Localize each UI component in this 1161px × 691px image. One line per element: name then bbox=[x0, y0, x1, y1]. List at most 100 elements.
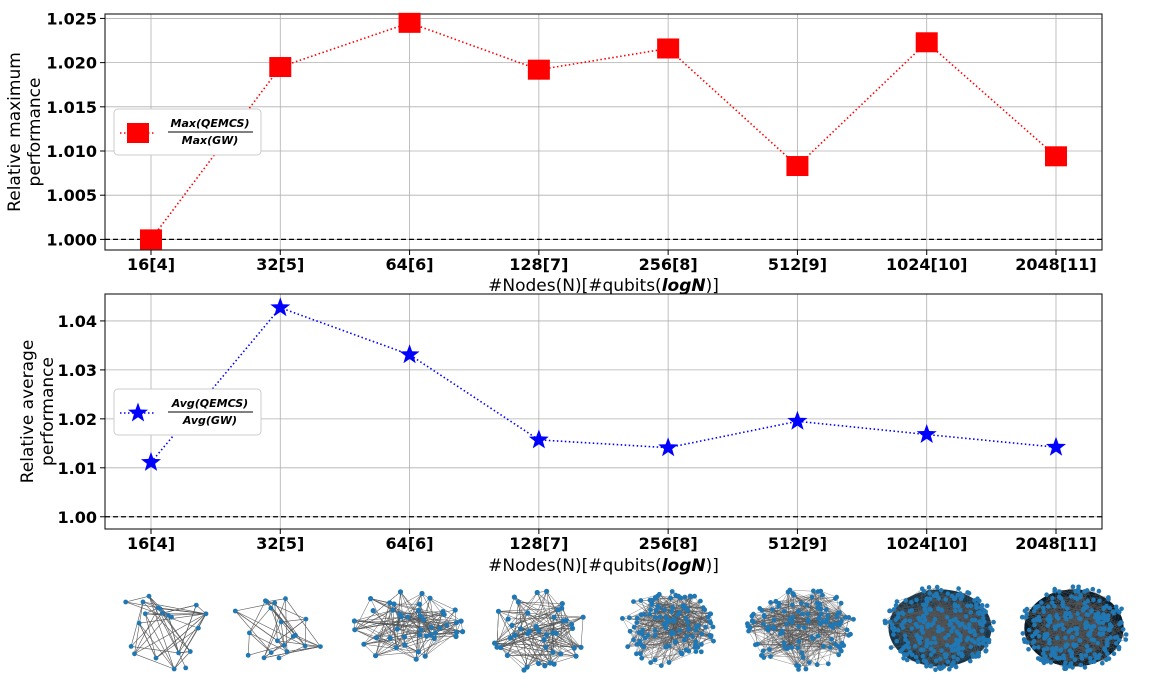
graph-node bbox=[1085, 648, 1090, 654]
graph-node bbox=[838, 648, 844, 654]
graph-edge bbox=[753, 614, 799, 667]
graph-edge bbox=[805, 597, 813, 670]
graph-edge bbox=[650, 635, 656, 663]
y-tick-label: 1.000 bbox=[46, 230, 97, 249]
graph-node bbox=[652, 628, 658, 633]
graph-node bbox=[700, 605, 706, 611]
graph-node bbox=[498, 644, 504, 651]
graph-edge bbox=[138, 623, 175, 670]
graph-node bbox=[1070, 635, 1075, 640]
graph-node bbox=[669, 609, 675, 615]
graph-edge bbox=[523, 628, 573, 671]
graph-node bbox=[393, 645, 399, 651]
graph-node bbox=[1087, 655, 1093, 661]
graph-node bbox=[957, 623, 963, 628]
graph-node bbox=[1055, 623, 1061, 628]
graph-edge bbox=[507, 635, 515, 656]
graph-edge bbox=[1024, 618, 1048, 640]
graph-node bbox=[283, 596, 288, 602]
graph-edge bbox=[692, 636, 714, 642]
graph-node bbox=[662, 607, 667, 612]
graph-node bbox=[128, 644, 134, 649]
graph-node bbox=[1041, 659, 1046, 664]
graph-edge bbox=[747, 623, 768, 629]
graph-node bbox=[804, 602, 810, 608]
graph-node bbox=[938, 656, 943, 662]
graph-edge bbox=[376, 629, 421, 638]
graph-node bbox=[318, 644, 323, 649]
graph-node bbox=[536, 628, 542, 634]
data-point-star bbox=[270, 297, 291, 317]
graph-node bbox=[906, 645, 912, 650]
graph-node bbox=[1100, 631, 1106, 636]
graph-node bbox=[760, 648, 766, 654]
graph-edge bbox=[911, 602, 921, 639]
graph-node bbox=[1041, 651, 1046, 656]
graph-edge bbox=[668, 621, 675, 663]
graph-edge bbox=[155, 627, 199, 659]
graph-node bbox=[928, 646, 934, 651]
graph-node bbox=[655, 603, 660, 609]
graph-node bbox=[536, 660, 542, 667]
graph-edge bbox=[157, 607, 186, 669]
graph-node bbox=[945, 659, 951, 664]
graph-edge bbox=[640, 600, 666, 648]
graph-node bbox=[888, 619, 893, 625]
graph-edge bbox=[680, 607, 704, 653]
graph-node bbox=[708, 634, 714, 640]
graph-node bbox=[1079, 652, 1084, 658]
graph-edge bbox=[770, 597, 837, 603]
graph-edge bbox=[1113, 640, 1120, 654]
graph-node bbox=[642, 612, 647, 617]
graph-edge bbox=[392, 610, 397, 648]
graph-edge bbox=[748, 619, 809, 632]
graph-node bbox=[1082, 589, 1087, 594]
graph-node bbox=[569, 621, 575, 627]
graph-edge bbox=[764, 616, 770, 650]
graph-node bbox=[373, 635, 380, 641]
graph-node bbox=[991, 619, 996, 625]
graph-node bbox=[981, 635, 986, 641]
x-tick-label: 2048[11] bbox=[1015, 255, 1096, 274]
graph-node bbox=[960, 593, 965, 599]
graph-node bbox=[936, 624, 941, 630]
graph-node bbox=[1095, 618, 1100, 624]
graph-edge bbox=[890, 621, 940, 632]
graph-edge bbox=[507, 655, 577, 657]
graph-edge bbox=[896, 586, 938, 602]
graph-node bbox=[684, 606, 690, 612]
graph-node bbox=[928, 663, 934, 669]
graph-node bbox=[900, 611, 906, 617]
graph-node bbox=[1102, 613, 1107, 619]
graph-node bbox=[815, 589, 821, 594]
graph-edge bbox=[375, 602, 390, 656]
graph-edge bbox=[1057, 589, 1093, 626]
graph-node bbox=[641, 644, 647, 650]
graph-node bbox=[419, 590, 425, 597]
graph-node bbox=[1123, 632, 1129, 637]
graph-node bbox=[652, 633, 658, 639]
graph-node bbox=[914, 633, 920, 638]
graph-node bbox=[401, 634, 408, 640]
graph-node bbox=[920, 653, 926, 659]
graph-edge bbox=[500, 612, 528, 648]
graph-node bbox=[825, 661, 831, 667]
graph-node bbox=[1064, 611, 1070, 617]
graph-node bbox=[894, 599, 900, 604]
graph-node bbox=[928, 640, 934, 646]
graph-edge bbox=[393, 603, 405, 637]
graph-edge bbox=[933, 595, 969, 639]
graph-edge bbox=[266, 598, 286, 602]
x-tick-label: 16[4] bbox=[127, 255, 175, 274]
graph-node bbox=[427, 595, 433, 601]
data-point-square bbox=[527, 59, 550, 80]
x-tick-label: 32[5] bbox=[256, 255, 304, 274]
graph-node bbox=[968, 610, 973, 615]
graph-edge bbox=[278, 645, 306, 659]
graph-node bbox=[983, 643, 989, 648]
graph-node bbox=[511, 594, 517, 600]
graph-node bbox=[1073, 588, 1078, 594]
graph-node bbox=[1064, 606, 1070, 611]
graph-node bbox=[682, 594, 688, 600]
graph-node bbox=[846, 615, 852, 620]
